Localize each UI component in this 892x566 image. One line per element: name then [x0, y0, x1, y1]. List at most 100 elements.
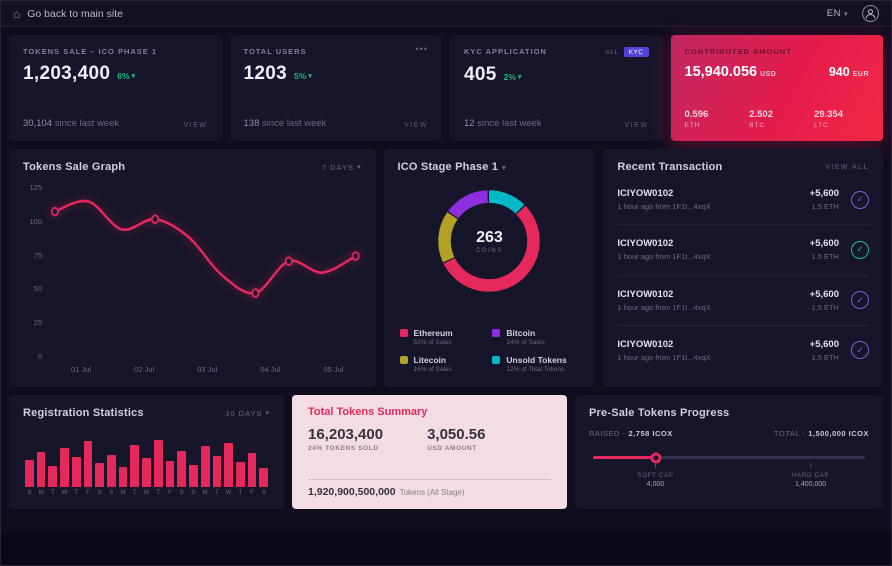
transaction-row[interactable]: ICIYOW0102 1 hour ago from 1F1t...4xqX +…	[617, 276, 869, 326]
bar: F	[165, 429, 175, 497]
stat-title: TOTAL USERS	[243, 47, 307, 56]
view-link[interactable]: VIEW	[404, 122, 428, 129]
presale-slider[interactable]	[593, 452, 865, 463]
presale-progress-card: Pre-Sale Tokens Progress RAISED -2,758 I…	[575, 395, 883, 509]
presale-amounts: RAISED -2,758 ICOX TOTAL -1,500,000 ICOX	[589, 429, 869, 438]
bar: M	[36, 429, 46, 497]
range-dropdown-7days[interactable]: 7 DAYS ▾	[321, 162, 362, 172]
tag-all[interactable]: ALL	[605, 48, 619, 56]
card-title: Registration Statistics	[23, 407, 144, 419]
person-icon	[865, 9, 876, 19]
transaction-row[interactable]: ICIYOW0102 1 hour ago from 1F1t...4xqX +…	[617, 225, 869, 276]
view-link[interactable]: VIEW	[183, 122, 208, 129]
bar: S	[189, 429, 198, 497]
topbar-right: EN ▾	[827, 5, 879, 22]
stat-value: 405	[464, 64, 497, 85]
bar: T	[71, 429, 81, 497]
language-label: EN	[826, 8, 841, 19]
card-title: Recent Transaction	[617, 161, 723, 173]
stats-row: TOKENS SALE – ICO PHASE 1 1,203,400 6% ▾…	[9, 35, 883, 141]
tx-status-icon[interactable]: ✓	[850, 291, 869, 310]
slider-handle[interactable]	[650, 452, 662, 463]
legend-dot	[492, 329, 501, 337]
range-dropdown-30days[interactable]: 30 DAYS ▾	[225, 408, 270, 418]
bar: S	[25, 429, 34, 497]
stat-card-total-users: TOTAL USERS ••• 1203 5% ▾ 138 since last…	[229, 35, 442, 141]
caret-down-icon: ▾	[843, 10, 848, 18]
caret-down-icon: ▾	[502, 165, 506, 172]
back-link[interactable]: ⌂ Go back to main site	[13, 8, 123, 20]
bar: S	[259, 429, 269, 497]
tx-status-icon[interactable]: ✓	[850, 240, 869, 259]
bar: S	[95, 429, 105, 497]
bar: M	[200, 429, 210, 497]
x-axis-labels: 01 Jul 02 Jul 03 Jul 04 Jul 05 Jul	[71, 365, 344, 374]
usd-amount-stat: 3,050.56 USD AMOUNT	[427, 426, 486, 452]
legend-dot	[492, 356, 501, 364]
kyc-filter-tags: ALL KYC	[606, 47, 649, 57]
bar: W	[142, 429, 151, 497]
bar: T	[212, 429, 222, 497]
tokens-sale-graph-card: Tokens Sale Graph 7 DAYS ▾ 125 100 75 50 25 0…	[9, 149, 376, 387]
legend-item-litecoin: Litecoin 16% of Sales	[399, 355, 487, 373]
caret-down-icon: ▾	[356, 164, 362, 171]
change-badge: 2% ▾	[503, 72, 522, 82]
bar: F	[83, 429, 93, 497]
stat-card-tokens-sale: TOKENS SALE – ICO PHASE 1 1,203,400 6% ▾…	[9, 35, 222, 141]
bar: T	[153, 429, 163, 497]
user-avatar[interactable]	[862, 5, 879, 22]
view-all-link[interactable]: VIEW ALL	[825, 163, 869, 171]
legend-item-unsold: Unsold Tokens 12% of Total Tokens	[492, 355, 579, 373]
footer-bar	[1, 533, 891, 565]
slider-fill	[593, 456, 656, 459]
legend-item-ethereum: Ethereum 52% of Sales	[399, 328, 487, 346]
change-badge: 5% ▾	[293, 71, 312, 81]
bar: T	[235, 429, 245, 497]
bar: S	[107, 429, 116, 497]
stat-title: KYC APPLICATION	[464, 47, 547, 56]
tokens-sale-chart	[49, 183, 362, 361]
middle-row: Tokens Sale Graph 7 DAYS ▾ 125 100 75 50 25 0…	[9, 149, 883, 387]
card-title[interactable]: ICO Stage Phase 1 ▾	[397, 161, 506, 173]
y-axis-labels: 125 100 75 50 25 0	[29, 183, 42, 361]
summary-title: Total Tokens Summary	[308, 406, 428, 418]
slider-mark: HARD CAP 1,400,000	[792, 463, 829, 488]
home-icon: ⌂	[13, 6, 21, 21]
caret-down-icon: ▾	[517, 74, 522, 81]
card-title: Pre-Sale Tokens Progress	[589, 407, 730, 419]
bar: M	[118, 429, 128, 497]
stat-value: 1203	[243, 63, 287, 84]
bar: W	[224, 429, 233, 497]
slider-marks: SOFT CAP 4,000 HARD CAP 1,400,000	[593, 463, 865, 497]
ico-stage-card: ICO Stage Phase 1 ▾ 263 COINS Ethereum	[383, 149, 596, 387]
caret-down-icon: ▾	[131, 73, 136, 80]
card-title: Tokens Sale Graph	[23, 161, 126, 173]
tx-status-icon[interactable]: ✓	[850, 190, 869, 209]
tag-kyc[interactable]: KYC	[623, 47, 649, 57]
more-options-icon[interactable]: •••	[415, 44, 428, 54]
topbar: ⌂ Go back to main site EN ▾	[1, 1, 891, 27]
language-selector[interactable]: EN ▾	[827, 8, 848, 19]
legend-item-bitcoin: Bitcoin 14% of Sales	[492, 328, 579, 346]
total-tokens-summary-card: Total Tokens Summary 16,203,400 24% TOKE…	[292, 395, 567, 509]
legend-dot	[399, 329, 408, 337]
legend-dot	[399, 356, 408, 364]
transaction-row[interactable]: ICIYOW0102 1 hour ago from 1F1t...4xqX +…	[617, 326, 869, 375]
donut-legend: Ethereum 52% of Sales Bitcoin 14% of Sal…	[398, 328, 582, 375]
view-link[interactable]: VIEW	[624, 122, 649, 129]
tx-status-icon[interactable]: ✓	[850, 341, 869, 360]
contributed-usd: 15,940.056 USD	[684, 64, 777, 80]
transaction-row[interactable]: ICIYOW0102 1 hour ago from 1F1t...4xqX +…	[617, 175, 869, 226]
bar: S	[177, 429, 187, 497]
donut-center: 263 COINS	[476, 228, 503, 254]
main-content: TOKENS SALE – ICO PHASE 1 1,203,400 6% ▾…	[1, 27, 891, 533]
summary-total: 1,920,900,500,000 Tokens (All Stage)	[308, 479, 551, 498]
bar: T	[48, 429, 58, 497]
recent-transactions-card: Recent Transaction VIEW ALL ICIYOW0102 1…	[603, 149, 883, 387]
stat-subtext: 12 since last week	[464, 118, 542, 129]
tokens-sold-stat: 16,203,400 24% TOKENS SOLD	[308, 426, 384, 452]
slider-mark: SOFT CAP 4,000	[637, 463, 673, 488]
